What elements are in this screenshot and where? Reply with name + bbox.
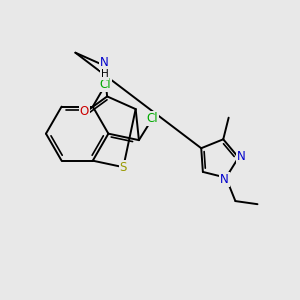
Text: N: N xyxy=(100,56,109,70)
Text: O: O xyxy=(80,105,89,118)
Text: Cl: Cl xyxy=(100,78,111,91)
Text: H: H xyxy=(100,69,108,79)
Text: S: S xyxy=(120,161,127,174)
Text: N: N xyxy=(236,150,245,164)
Text: Cl: Cl xyxy=(146,112,158,125)
Text: N: N xyxy=(220,172,229,186)
